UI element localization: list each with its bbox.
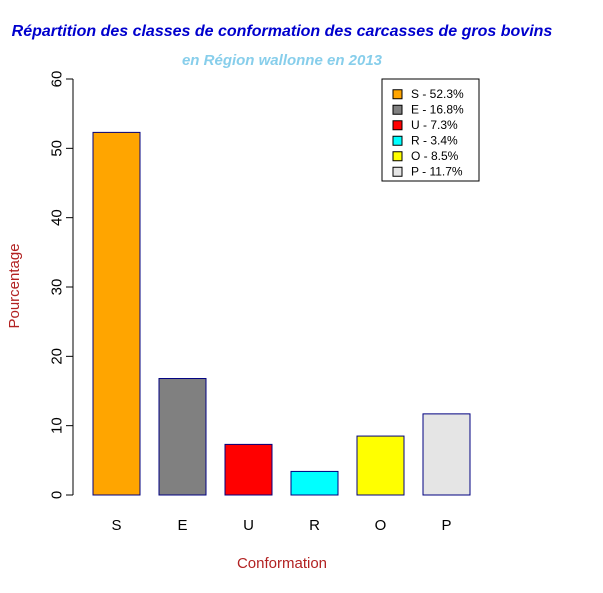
x-axis-label: Conformation — [237, 555, 327, 572]
chart-subtitle: en Région wallonne en 2013 — [182, 52, 383, 69]
bars — [92, 131, 471, 496]
y-axis: 0 10 20 30 40 50 60 — [48, 71, 74, 499]
x-tick-label: R — [309, 517, 320, 534]
legend-entry: P - 11.7% — [411, 164, 463, 178]
x-tick-label: P — [441, 517, 451, 534]
legend-entry: E - 16.8% — [411, 102, 464, 116]
bar-u — [224, 443, 273, 496]
legend-entry: S - 52.3% — [411, 87, 464, 101]
y-tick-label: 20 — [48, 348, 65, 365]
legend-entry: O - 8.5% — [411, 149, 459, 163]
legend-entry: U - 7.3% — [411, 118, 458, 132]
y-tick-label: 10 — [48, 417, 65, 434]
legend-swatch — [392, 104, 403, 115]
bar-e — [158, 378, 207, 496]
legend-swatch — [392, 166, 403, 177]
legend: S - 52.3%E - 16.8% U - 7.3%R - 3.4% O - 8.… — [381, 78, 480, 182]
bar-p — [422, 413, 471, 496]
legend-swatch — [392, 120, 403, 131]
x-tick-label: U — [243, 517, 254, 534]
chart-title: Répartition des classes de conformation … — [12, 23, 553, 40]
y-axis-label: Pourcentage — [6, 243, 23, 328]
x-tick-label: O — [375, 517, 387, 534]
y-tick-label: 50 — [48, 140, 65, 157]
y-tick-label: 0 — [48, 491, 65, 499]
y-tick-label: 40 — [48, 209, 65, 226]
legend-swatch — [392, 89, 403, 100]
x-tick-label: E — [177, 517, 187, 534]
legend-swatch — [392, 151, 403, 162]
bar-r — [290, 470, 339, 496]
y-tick-label: 30 — [48, 279, 65, 296]
bar-o — [356, 435, 405, 496]
legend-entry: R - 3.4% — [411, 133, 458, 147]
y-tick-label: 60 — [48, 71, 65, 88]
x-tick-label: S — [111, 517, 121, 534]
bar-s — [92, 131, 141, 496]
legend-swatch — [392, 135, 403, 146]
